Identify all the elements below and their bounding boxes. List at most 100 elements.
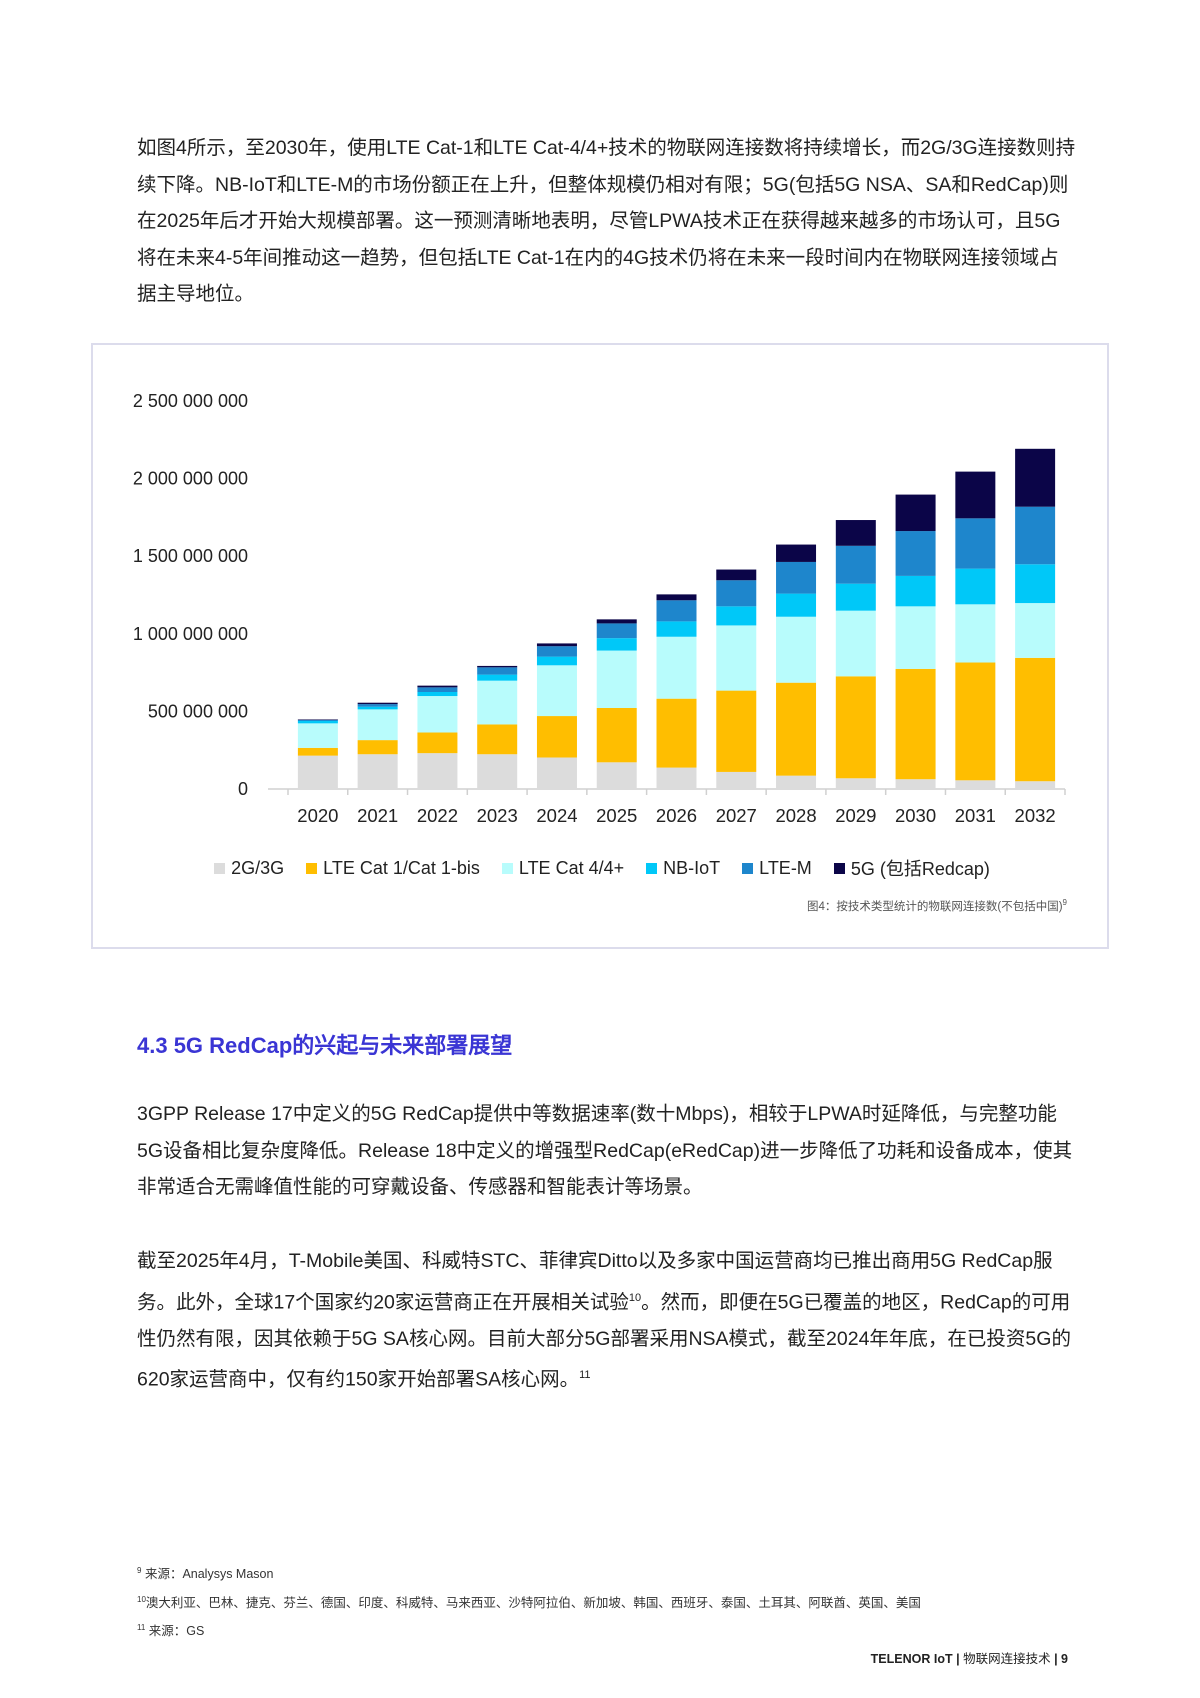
legend-label: LTE-M [759,857,812,878]
legend-label: 2G/3G [231,857,285,878]
footnote-ref[interactable]: 10 [628,1291,642,1304]
bar-segment [1015,781,1056,789]
legend-item: LTE Cat 4/4+ [501,855,625,881]
bar-segment [895,779,936,789]
bar-segment [656,600,697,622]
y-tick-label: 2 500 000 000 [133,391,248,411]
bar-segment [596,623,637,639]
bar-segment [357,704,398,707]
footnote-11: 11 来源：GS [137,1620,204,1639]
x-tick-label: 2021 [357,805,398,826]
legend-swatch [306,862,318,874]
figure-caption: 图4：按技术类型统计的物联网连接数(不包括中国)9 [807,898,1067,914]
bar-segment [1015,564,1056,604]
bar-segment [1015,448,1056,507]
bar-segment [835,610,876,677]
x-tick-label: 2031 [955,805,996,826]
bar-segment [955,568,996,605]
legend-label: NB-IoT [663,857,721,878]
bar-segment [895,531,936,576]
bar-segment [895,668,936,780]
bar-segment [835,520,876,546]
chart-legend: 2G/3G LTE Cat 1/Cat 1-bis LTE Cat 4/4+ NB-I… [93,855,1111,881]
y-tick-label: 2 000 000 000 [133,469,248,489]
bar-segment [835,545,876,584]
bar-segment [835,778,876,789]
bar-segment [716,606,757,626]
bar-segment [297,755,338,789]
bar-segment [776,544,817,562]
legend-swatch [833,862,845,874]
bar-segment [1015,506,1056,565]
bar-segment [776,561,817,594]
bar-segment [955,604,996,663]
bar-segment [357,706,398,710]
legend-label: LTE Cat 4/4+ [518,857,625,878]
x-tick-label: 2029 [835,805,876,826]
footnote-text: 来源：Analysys Mason [144,1567,274,1581]
bar-segment [357,754,398,789]
x-tick-label: 2032 [1015,805,1056,826]
bar-segment [417,753,458,789]
y-tick-label: 500 000 000 [148,701,248,721]
bar-segment [596,650,637,708]
legend-swatch [501,862,513,874]
intro-paragraph: 如图4所示，至2030年，使用LTE Cat-1和LTE Cat-4/4+技术的… [137,137,1076,306]
bar-segment [895,606,936,669]
bar-segment [656,621,697,637]
bar-segment [477,667,518,675]
bar-segment [656,698,697,768]
bar-segment [536,656,577,666]
legend-item: LTE-M [742,855,812,881]
footer-brand: TELENOR IoT [870,1652,953,1666]
bar-segment [596,707,637,763]
legend-swatch [742,862,754,874]
legend-item: LTE Cat 1/Cat 1-bis [306,855,480,881]
bar-segment [716,580,757,607]
bar-segment [955,780,996,789]
x-tick-label: 2024 [536,805,577,826]
bar-segment [357,740,398,755]
section-heading: 4.3 5G RedCap的兴起与未来部署展望 [137,1033,513,1058]
bar-segment [417,685,458,688]
footnote-text: 澳大利亚、巴林、捷克、芬兰、德国、印度、科威特、马来西亚、沙特阿拉伯、新加坡、韩… [145,1596,921,1610]
bar-segment [895,575,936,607]
bar-segment [1015,657,1056,782]
bar-segment [656,767,697,789]
bar-segment [1015,603,1056,658]
legend-item: NB-IoT [646,855,720,881]
bar-segment [895,494,936,532]
legend-label: LTE Cat 1/Cat 1-bis [323,857,480,878]
y-tick-label: 1 500 000 000 [133,546,248,566]
bar-segment [477,674,518,681]
x-tick-label: 2027 [716,805,757,826]
footnote-number: 10 [137,1594,146,1604]
x-tick-label: 2020 [297,805,338,826]
paragraph-redcap-deployment: 截至2025年4月，T-Mobile美国、科威特STC、菲律宾Ditto以及多家… [137,1243,1077,1398]
bar-segment [835,583,876,611]
bar-segment [417,696,458,733]
bar-segment [776,593,817,617]
footer-title: 物联网连接技术 [963,1652,1051,1666]
bar-segment [357,709,398,741]
bar-segment [477,665,518,668]
x-tick-label: 2025 [596,805,637,826]
caption-footnote-ref: 9 [1062,898,1067,908]
page-footer: TELENOR IoT | 物联网连接技术 | 9 [870,1652,1068,1666]
bar-segment [297,721,338,724]
bar-segment [477,754,518,789]
legend-item: 2G/3G [214,855,284,881]
footnote-ref[interactable]: 11 [579,1369,591,1382]
bar-segment [417,732,458,754]
bar-segment [536,643,577,647]
legend-label: 5G (包括Redcap) [850,859,990,879]
bar-segment [477,680,518,725]
page-number: 9 [1061,1652,1068,1666]
bar-segment [297,723,338,748]
bar-segment [417,687,458,692]
bar-segment [776,616,817,683]
caption-text: 图4：按技术类型统计的物联网连接数(不包括中国) [806,901,1063,913]
x-tick-label: 2026 [656,805,697,826]
legend-swatch [646,862,658,874]
bar-segment [477,724,518,755]
